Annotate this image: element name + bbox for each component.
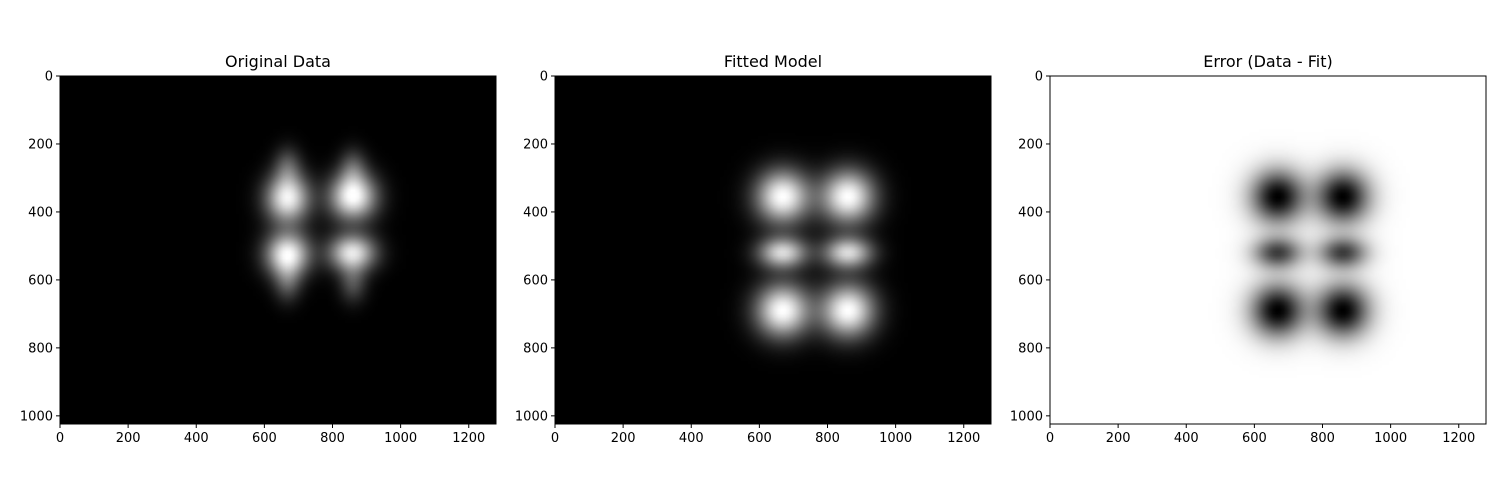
y-tick-label: 0 (540, 70, 548, 85)
x-tick-label: 400 (1174, 431, 1199, 446)
x-tick-label: 1000 (879, 431, 912, 446)
subplot-3: Error (Data - Fit) 0 200 400 600 800 1000 1200 0… (1010, 52, 1487, 446)
y-tick-label: 600 (523, 273, 548, 288)
x-tick-label: 800 (815, 431, 840, 446)
subplot-title: Error (Data - Fit) (1203, 52, 1332, 71)
subplot-title: Fitted Model (724, 52, 822, 71)
y-tick-label: 800 (1018, 341, 1043, 356)
subplot-2: Fitted Model 0 200 400 600 800 1000 1200 0 200 400… (515, 52, 992, 446)
x-tick-label: 1000 (384, 431, 417, 446)
x-tick-label: 1200 (1442, 431, 1475, 446)
x-tick-label: 0 (1046, 431, 1054, 446)
x-tick-label: 600 (252, 431, 277, 446)
heatmap-image (1050, 76, 1486, 424)
x-tick-label: 0 (551, 431, 559, 446)
x-tick-label: 200 (116, 431, 141, 446)
x-tick-label: 0 (56, 431, 64, 446)
y-tick-label: 200 (1018, 137, 1043, 152)
y-tick-label: 0 (1035, 70, 1043, 85)
x-tick-label: 1200 (452, 431, 485, 446)
axes-frame (1049, 75, 1487, 425)
x-tick-label: 400 (184, 431, 209, 446)
y-tick-label: 600 (1018, 273, 1043, 288)
y-tick-label: 0 (45, 70, 53, 85)
y-tick-label: 200 (523, 137, 548, 152)
x-tick-label: 800 (1310, 431, 1335, 446)
x-tick-label: 200 (611, 431, 636, 446)
axes-frame (554, 75, 992, 425)
y-tick-label: 1000 (20, 409, 53, 424)
x-tick-label: 1000 (1374, 431, 1407, 446)
x-tick-label: 1200 (947, 431, 980, 446)
y-tick-label: 200 (28, 137, 53, 152)
y-tick-label: 800 (523, 341, 548, 356)
subplot-1: Original Data 0 200 400 600 800 1000 1200 0 200 40… (20, 52, 497, 446)
axes-frame (59, 75, 497, 425)
y-tick-label: 600 (28, 273, 53, 288)
y-tick-label: 1000 (515, 409, 548, 424)
y-tick-label: 400 (523, 205, 548, 220)
x-tick-label: 400 (679, 431, 704, 446)
x-tick-label: 600 (1242, 431, 1267, 446)
y-tick-label: 400 (1018, 205, 1043, 220)
x-tick-label: 200 (1106, 431, 1131, 446)
y-tick-label: 800 (28, 341, 53, 356)
x-tick-label: 600 (747, 431, 772, 446)
heatmap-image (60, 76, 496, 424)
heatmap-image (555, 76, 991, 424)
subplot-title: Original Data (225, 52, 331, 71)
x-tick-label: 800 (320, 431, 345, 446)
y-tick-label: 400 (28, 205, 53, 220)
y-tick-label: 1000 (1010, 409, 1043, 424)
